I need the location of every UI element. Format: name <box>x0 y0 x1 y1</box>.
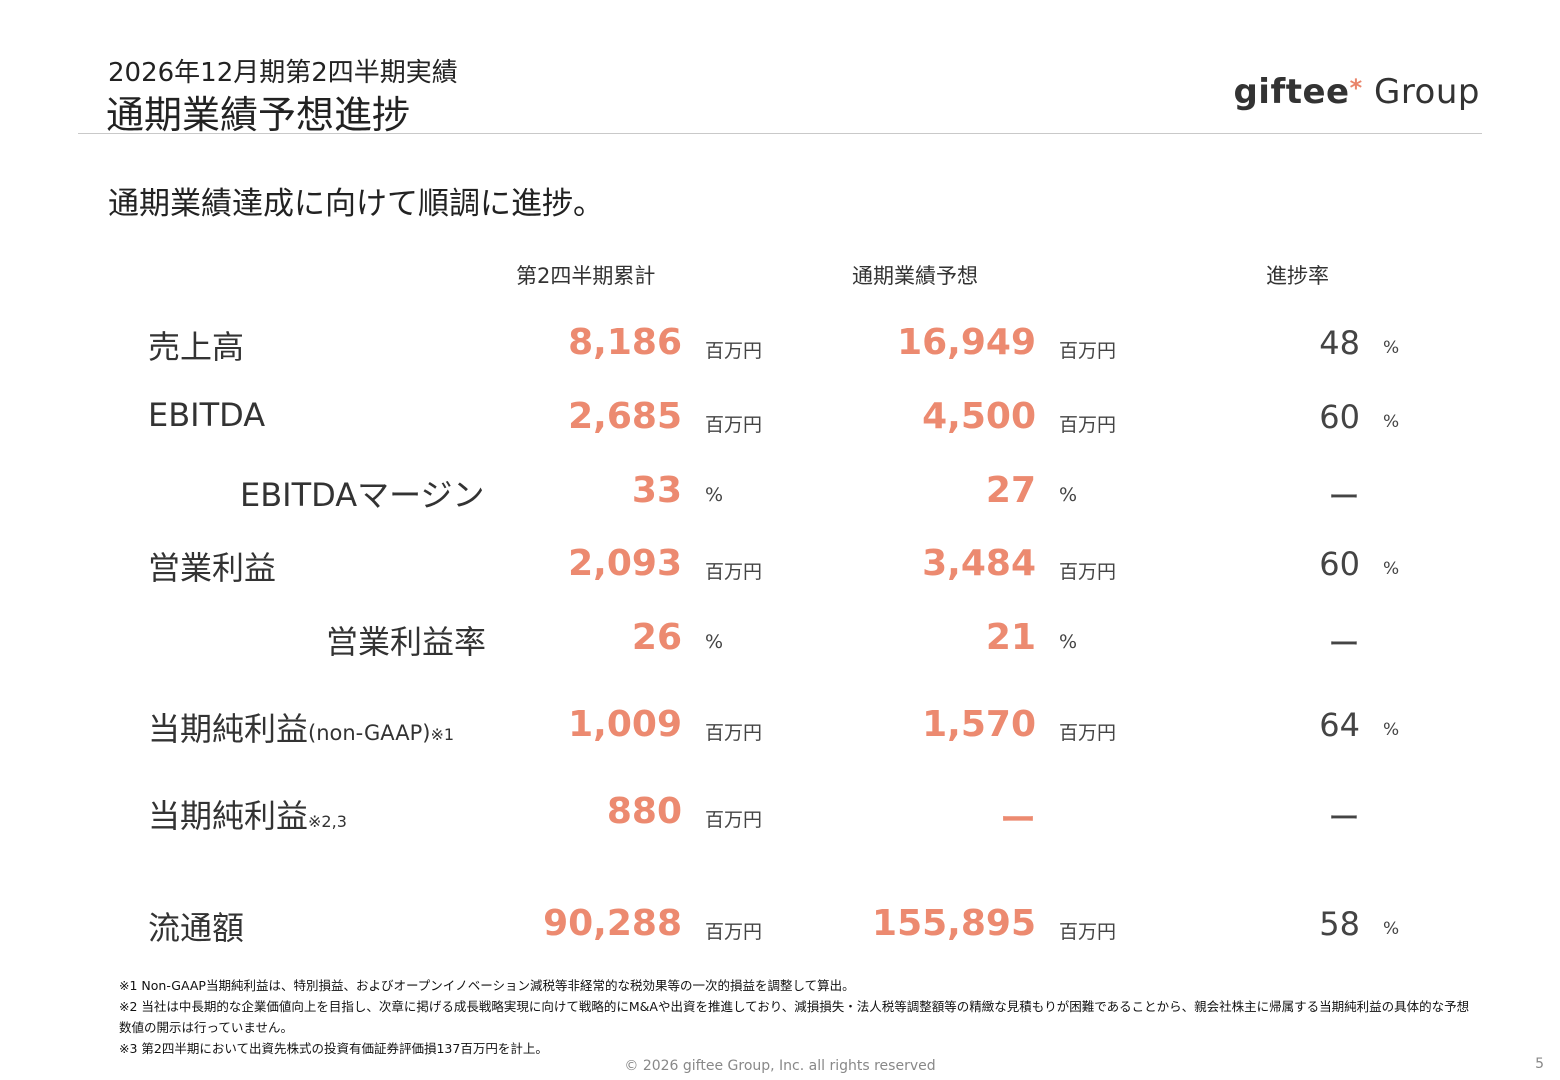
forecast-unit: 百万円 <box>1059 414 1117 436</box>
page-number: 5 <box>1535 1056 1544 1072</box>
logo-star-icon: * <box>1349 74 1363 102</box>
forecast-value: 27 <box>985 470 1036 511</box>
cumulative-unit: 百万円 <box>705 722 763 744</box>
progress-rate: 58 <box>1319 905 1360 943</box>
column-header-cumulative: 第2四半期累計 <box>516 264 656 288</box>
table-row: 流通額 90,288 百万円 155,895 百万円 58 % <box>0 903 1560 963</box>
cumulative-value: 33 <box>631 470 682 511</box>
forecast-value: 1,570 <box>922 704 1036 745</box>
forecast-value: 16,949 <box>897 322 1036 363</box>
table-row: EBITDA 2,685 百万円 4,500 百万円 60 % <box>0 396 1560 456</box>
cumulative-value: 8,186 <box>568 322 682 363</box>
footnote-1: ※1 Non-GAAP当期純利益は、特別損益、およびオープンイノベーション減税等… <box>119 978 855 993</box>
progress-unit: % <box>1383 919 1400 939</box>
page-subtitle: 2026年12月期第2四半期実績 <box>108 58 458 88</box>
table-row: 営業利益 2,093 百万円 3,484 百万円 60 % <box>0 543 1560 603</box>
forecast-value: ー <box>999 800 1036 841</box>
logo-wordmark: giftee <box>1233 72 1350 112</box>
progress-rate: ー <box>1327 625 1360 663</box>
copyright: © 2026 giftee Group, Inc. all rights res… <box>624 1058 936 1074</box>
forecast-unit: 百万円 <box>1059 340 1117 362</box>
lead-statement: 通期業績達成に向けて順調に進捗。 <box>108 186 604 222</box>
cumulative-unit: 百万円 <box>705 561 763 583</box>
table-row: 当期純利益(non-GAAP)※1 1,009 百万円 1,570 百万円 64… <box>0 704 1560 764</box>
forecast-unit: 百万円 <box>1059 722 1117 744</box>
cumulative-unit: % <box>705 631 724 653</box>
cumulative-unit: 百万円 <box>705 414 763 436</box>
row-label: EBITDAマージン <box>240 476 485 514</box>
row-label-qualifier: (non-GAAP) <box>308 721 431 745</box>
row-label: 売上高 <box>148 328 245 366</box>
row-label: 流通額 <box>148 909 245 947</box>
row-label: 当期純利益(non-GAAP)※1 <box>148 710 455 748</box>
cumulative-value: 2,685 <box>568 396 682 437</box>
forecast-value: 3,484 <box>922 543 1036 584</box>
cumulative-unit: 百万円 <box>705 921 763 943</box>
footnote-ref: ※1 <box>430 725 455 744</box>
forecast-unit: % <box>1059 631 1078 653</box>
progress-unit: % <box>1383 559 1400 579</box>
cumulative-value: 90,288 <box>543 903 682 944</box>
page-title: 通期業績予想進捗 <box>106 93 411 137</box>
row-label: 営業利益率 <box>326 623 487 661</box>
progress-rate: ー <box>1327 478 1360 516</box>
progress-unit: % <box>1383 338 1400 358</box>
progress-rate: ー <box>1327 799 1360 837</box>
progress-unit: % <box>1383 720 1400 740</box>
logo-group: Group <box>1362 72 1480 112</box>
cumulative-value: 1,009 <box>568 704 682 745</box>
forecast-unit: 百万円 <box>1059 561 1117 583</box>
table-row: EBITDAマージン 33 % 27 % ー <box>0 470 1560 530</box>
footnote-3: ※3 第2四半期において出資先株式の投資有価証券評価損137百万円を計上。 <box>119 1041 548 1056</box>
forecast-value: 155,895 <box>872 903 1036 944</box>
cumulative-value: 880 <box>606 791 682 832</box>
forecast-unit: 百万円 <box>1059 921 1117 943</box>
table-row: 売上高 8,186 百万円 16,949 百万円 48 % <box>0 322 1560 382</box>
progress-rate: 60 <box>1319 545 1360 583</box>
footnote-ref: ※2,3 <box>308 812 347 831</box>
progress-rate: 60 <box>1319 398 1360 436</box>
progress-rate: 64 <box>1319 706 1360 744</box>
row-label: 営業利益 <box>148 549 277 587</box>
forecast-value: 4,500 <box>922 396 1036 437</box>
footnote-2: ※2 当社は中長期的な企業価値向上を目指し、次章に掲げる成長戦略実現に向けて戦略… <box>119 999 1470 1035</box>
forecast-value: 21 <box>985 617 1036 658</box>
company-logo: giftee* Group <box>1233 72 1480 112</box>
progress-unit: % <box>1383 412 1400 432</box>
cumulative-unit: 百万円 <box>705 340 763 362</box>
column-header-forecast: 通期業績予想 <box>852 264 978 288</box>
progress-rate: 48 <box>1319 324 1360 362</box>
cumulative-unit: 百万円 <box>705 809 763 831</box>
row-label: 当期純利益※2,3 <box>148 797 347 835</box>
header-divider <box>78 133 1482 134</box>
cumulative-value: 2,093 <box>568 543 682 584</box>
row-label: EBITDA <box>148 396 266 434</box>
column-header-progress: 進捗率 <box>1266 264 1329 288</box>
table-row: 当期純利益※2,3 880 百万円 ー ー <box>0 791 1560 851</box>
forecast-unit: % <box>1059 484 1078 506</box>
cumulative-unit: % <box>705 484 724 506</box>
cumulative-value: 26 <box>631 617 682 658</box>
table-row: 営業利益率 26 % 21 % ー <box>0 617 1560 677</box>
